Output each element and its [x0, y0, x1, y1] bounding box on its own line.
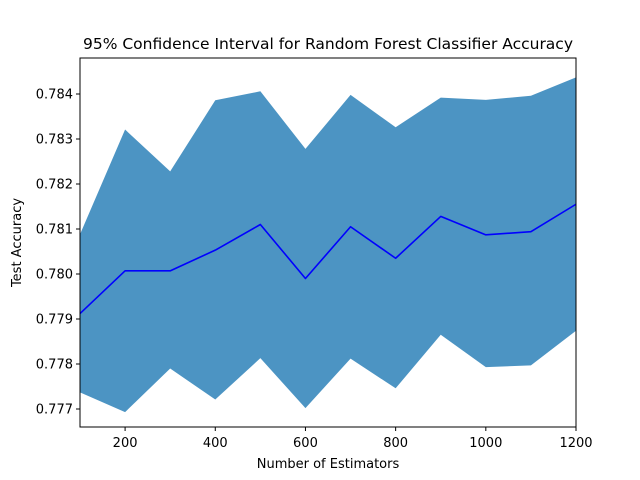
chart-title: 95% Confidence Interval for Random Fores…	[83, 35, 573, 53]
x-tick-label: 1200	[559, 436, 592, 451]
x-tick-label: 800	[383, 436, 408, 451]
plot-area	[80, 77, 576, 413]
axes-frame	[79, 57, 577, 428]
x-tick-label: 200	[113, 436, 138, 451]
y-tick-label: 0.781	[36, 223, 73, 238]
x-tick-label: 400	[203, 436, 228, 451]
y-tick-label: 0.783	[36, 133, 73, 148]
y-axis-ticks: 0.777 0.778 0.779 0.780 0.781 0.782 0.783 0.784	[36, 88, 80, 418]
y-tick-label: 0.784	[36, 88, 73, 103]
y-tick-label: 0.782	[36, 178, 73, 193]
series-line-0	[80, 203, 576, 315]
y-axis-title: Test Accuracy	[10, 198, 25, 288]
confidence-band	[80, 77, 576, 413]
y-tick-label: 0.780	[36, 268, 73, 283]
x-axis-title: Number of Estimators	[257, 457, 400, 472]
y-tick-label: 0.779	[36, 313, 73, 328]
y-tick-label: 0.778	[36, 358, 73, 373]
x-tick-label: 1000	[469, 436, 502, 451]
x-tick-label: 600	[293, 436, 318, 451]
y-tick-label: 0.777	[36, 403, 73, 418]
x-axis-ticks: 200 400 600 800 1000 1200	[113, 427, 593, 451]
